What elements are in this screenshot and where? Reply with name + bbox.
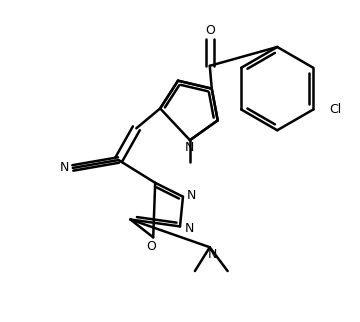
Text: Cl: Cl (329, 103, 342, 116)
Text: O: O (146, 240, 156, 253)
Text: N: N (185, 222, 195, 235)
Text: O: O (205, 24, 215, 37)
Text: N: N (60, 161, 69, 175)
Text: N: N (208, 248, 217, 261)
Text: N: N (185, 141, 195, 154)
Text: N: N (187, 189, 197, 202)
